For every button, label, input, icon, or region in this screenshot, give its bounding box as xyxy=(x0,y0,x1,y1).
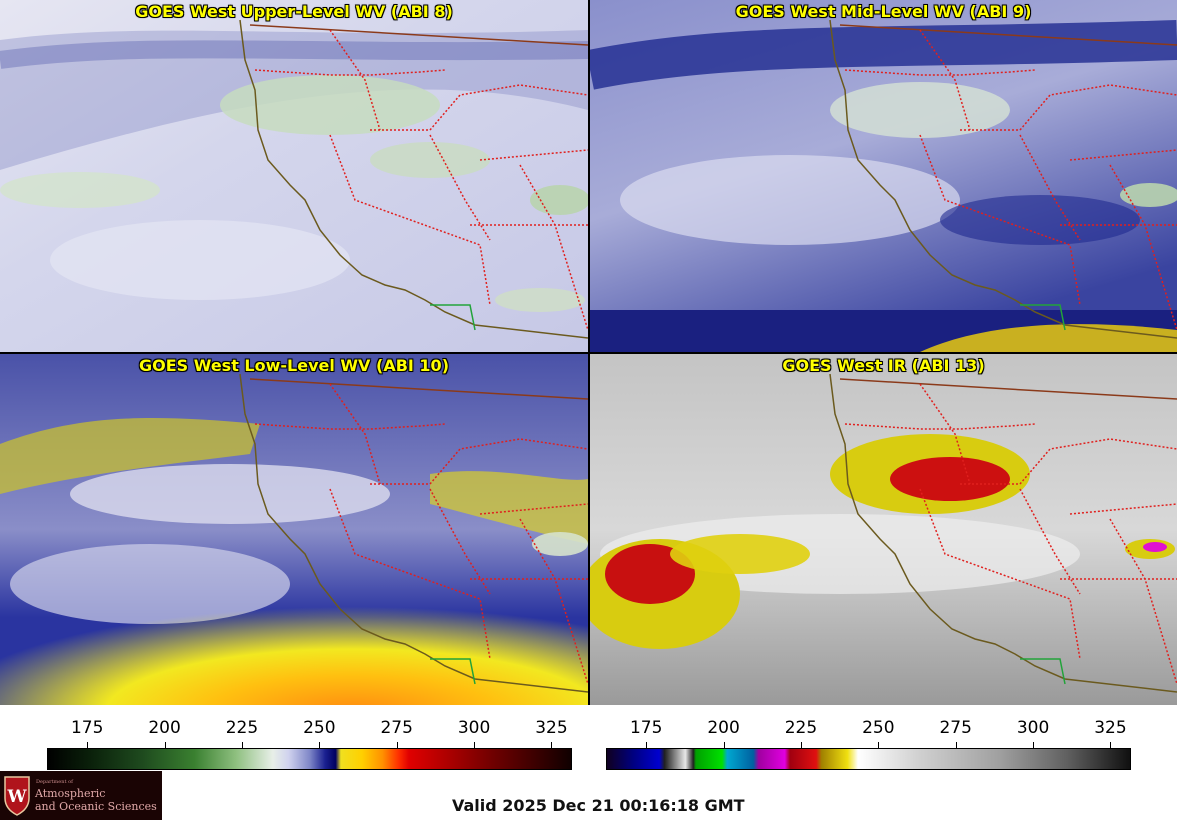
ir-colorbar-ticks: 175 200 225 250 275 300 325 xyxy=(606,718,1131,748)
logo-department: Department of xyxy=(36,779,73,785)
wv-colorbar-tick-mark xyxy=(396,742,398,748)
panel-title: GOES West Mid-Level WV (ABI 9) xyxy=(735,2,1032,21)
wv-colorbar-tick-mark xyxy=(474,742,476,748)
wv-colorbar xyxy=(47,748,572,770)
upper-level-wv-image xyxy=(0,0,588,352)
ir-colorbar-tick-label: 250 xyxy=(862,718,895,738)
logo-line-1: Atmospheric xyxy=(35,787,106,800)
wv-colorbar-tick-label: 275 xyxy=(380,718,413,738)
panel-divider-horizontal xyxy=(0,352,1177,354)
ir-colorbar-tick-mark xyxy=(646,742,648,748)
mid-level-wv-image xyxy=(590,0,1177,352)
wv-colorbar-ticks: 175 200 225 250 275 300 325 xyxy=(47,718,572,748)
ir-colorbar-tick-mark xyxy=(723,742,725,748)
shield-letter: W xyxy=(6,787,27,807)
ir-colorbar-tick-mark xyxy=(1110,742,1112,748)
panel-mid-level-wv: GOES West Mid-Level WV (ABI 9) xyxy=(590,0,1177,352)
ir-image xyxy=(590,354,1177,705)
wv-colorbar-tick-label: 175 xyxy=(70,718,104,738)
wv-colorbar-tick-mark xyxy=(551,742,553,748)
ir-colorbar xyxy=(606,748,1131,770)
wv-colorbar-tick-mark xyxy=(87,742,89,748)
low-level-wv-image xyxy=(0,354,588,705)
wv-colorbar-tick-mark xyxy=(319,742,321,748)
wv-colorbar-tick-label: 300 xyxy=(457,718,491,738)
panel-title: GOES West IR (ABI 13) xyxy=(782,356,985,375)
ir-colorbar-tick-mark xyxy=(878,742,880,748)
ir-colorbar-tick-label: 225 xyxy=(784,718,818,738)
ir-colorbar-tick-label: 200 xyxy=(707,718,740,738)
ir-colorbar-tick-label: 325 xyxy=(1094,718,1127,738)
ir-colorbar-tick-label: 175 xyxy=(629,718,663,738)
uw-crest-icon: W xyxy=(4,776,30,816)
valid-time: Valid 2025 Dec 21 00:16:18 GMT xyxy=(452,796,745,815)
ir-colorbar-tick-label: 300 xyxy=(1016,718,1050,738)
panel-ir: GOES West IR (ABI 13) xyxy=(590,354,1177,705)
wv-colorbar-tick-label: 325 xyxy=(535,718,568,738)
wv-colorbar-tick-label: 225 xyxy=(225,718,259,738)
uw-aos-logo: W Department of Atmospheric and Oceanic … xyxy=(0,771,162,820)
wv-colorbar-tick-label: 250 xyxy=(303,718,336,738)
ir-colorbar-tick-mark xyxy=(800,742,802,748)
panel-low-level-wv: GOES West Low-Level WV (ABI 10) xyxy=(0,354,588,705)
panel-title: GOES West Low-Level WV (ABI 10) xyxy=(138,356,449,375)
ir-colorbar-tick-label: 275 xyxy=(939,718,972,738)
wv-colorbar-tick-mark xyxy=(164,742,166,748)
panel-title: GOES West Upper-Level WV (ABI 8) xyxy=(135,2,453,21)
ir-colorbar-tick-mark xyxy=(1033,742,1035,748)
logo-line-2: and Oceanic Sciences xyxy=(35,800,157,813)
panel-upper-level-wv: GOES West Upper-Level WV (ABI 8) xyxy=(0,0,588,352)
wv-colorbar-tick-mark xyxy=(241,742,243,748)
ir-colorbar-tick-mark xyxy=(955,742,957,748)
wv-colorbar-tick-label: 200 xyxy=(148,718,181,738)
